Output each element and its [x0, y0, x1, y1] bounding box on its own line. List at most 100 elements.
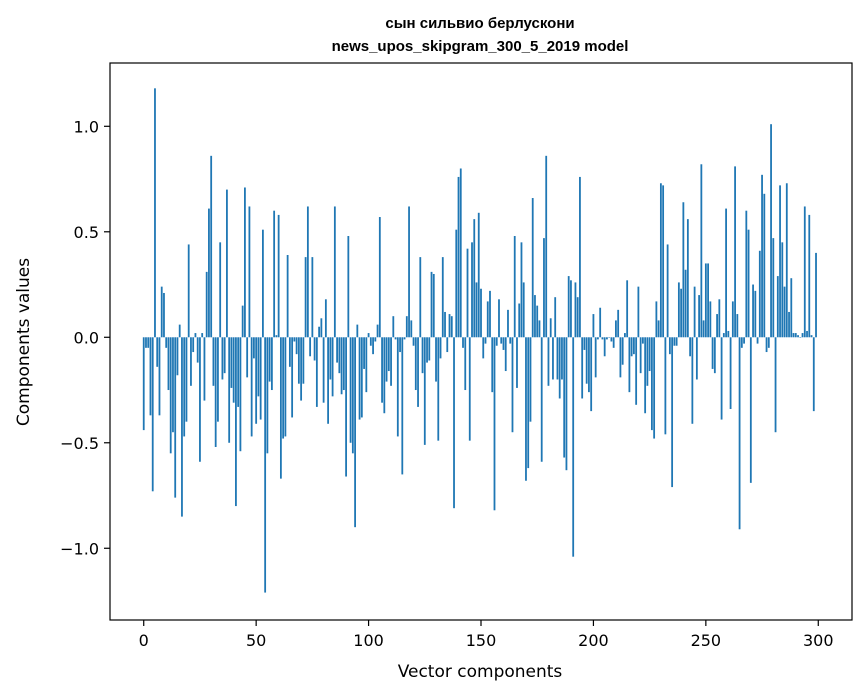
bar: [738, 337, 741, 530]
x-tick-label: 100: [353, 631, 384, 650]
x-tick-label: 200: [578, 631, 609, 650]
bar: [588, 337, 590, 393]
bar: [799, 337, 802, 338]
bar: [435, 337, 437, 382]
y-tick-label: −1.0: [60, 539, 99, 558]
bar: [752, 284, 754, 338]
bar: [297, 337, 300, 384]
bar: [610, 337, 613, 342]
bar: [475, 282, 478, 338]
bar: [776, 276, 779, 338]
bar: [675, 337, 678, 346]
bar: [349, 337, 352, 443]
bar: [414, 337, 417, 391]
bar: [561, 337, 563, 380]
bar: [529, 337, 532, 422]
bar: [489, 290, 491, 338]
bar: [178, 324, 181, 338]
bar: [722, 333, 725, 338]
bar: [711, 337, 714, 369]
bar: [725, 208, 727, 338]
bar: [192, 337, 195, 353]
bar: [255, 337, 258, 424]
bar: [262, 229, 264, 338]
y-tick-label: −0.5: [60, 434, 99, 453]
bar: [167, 337, 170, 391]
bar: [504, 337, 507, 372]
bar: [176, 337, 179, 376]
bar: [378, 217, 381, 338]
bar: [597, 337, 599, 340]
bar: [628, 337, 631, 393]
chart-title-line2: news_upos_skipgram_300_5_2019 model: [332, 38, 629, 55]
y-tick-label: 0.0: [74, 328, 99, 347]
bar: [455, 229, 458, 338]
bar: [376, 324, 379, 338]
bar: [457, 176, 460, 338]
bar: [158, 337, 161, 416]
bar: [421, 337, 424, 374]
bar: [396, 337, 399, 437]
bar: [576, 297, 579, 338]
y-tick-label: 1.0: [74, 117, 99, 136]
bar: [401, 337, 404, 475]
bar: [518, 303, 521, 338]
bar: [219, 242, 222, 338]
y-axis-label: Components values: [14, 258, 34, 426]
bar: [498, 299, 500, 338]
bar: [282, 337, 285, 439]
y-tick-label: 0.5: [74, 223, 99, 242]
bar: [450, 316, 453, 338]
bar: [781, 242, 784, 338]
bar: [149, 337, 152, 416]
bar: [790, 278, 793, 338]
bar: [720, 337, 723, 420]
bar: [747, 229, 750, 338]
bar: [808, 214, 811, 338]
x-axis-ticks: 0 50 100 150 200 250 300: [139, 620, 834, 650]
bar: [774, 337, 777, 433]
bar: [547, 337, 550, 386]
bar: [248, 206, 251, 338]
bar: [172, 337, 174, 433]
bar: [700, 164, 703, 338]
bar: [291, 337, 294, 418]
bar: [516, 337, 518, 388]
bar: [502, 337, 505, 350]
bar: [558, 337, 561, 399]
bar: [212, 337, 215, 386]
bar: [693, 286, 696, 338]
bar: [615, 320, 617, 338]
bar: [509, 337, 512, 344]
bar: [585, 337, 588, 384]
bar: [686, 219, 689, 338]
bar: [309, 337, 312, 357]
bar: [702, 320, 705, 338]
bar: [279, 337, 282, 479]
bar: [196, 337, 199, 363]
bar: [637, 286, 640, 338]
bar: [358, 337, 361, 420]
bar: [156, 337, 159, 367]
bar: [221, 337, 224, 380]
bar: [226, 189, 228, 338]
bar: [190, 337, 192, 386]
bar: [340, 337, 343, 395]
bar: [574, 282, 577, 338]
bar: [668, 337, 671, 355]
bar: [493, 337, 496, 511]
bar: [731, 301, 734, 338]
bar: [322, 337, 325, 403]
bar: [630, 337, 633, 357]
bar: [704, 263, 707, 338]
bar: [347, 236, 350, 338]
x-tick-label: 300: [803, 631, 834, 650]
bar: [302, 337, 305, 384]
bar: [545, 155, 548, 338]
bar: [300, 337, 303, 401]
bar: [673, 337, 676, 346]
bar: [763, 193, 766, 338]
bar: [511, 337, 514, 433]
bar: [174, 337, 177, 498]
